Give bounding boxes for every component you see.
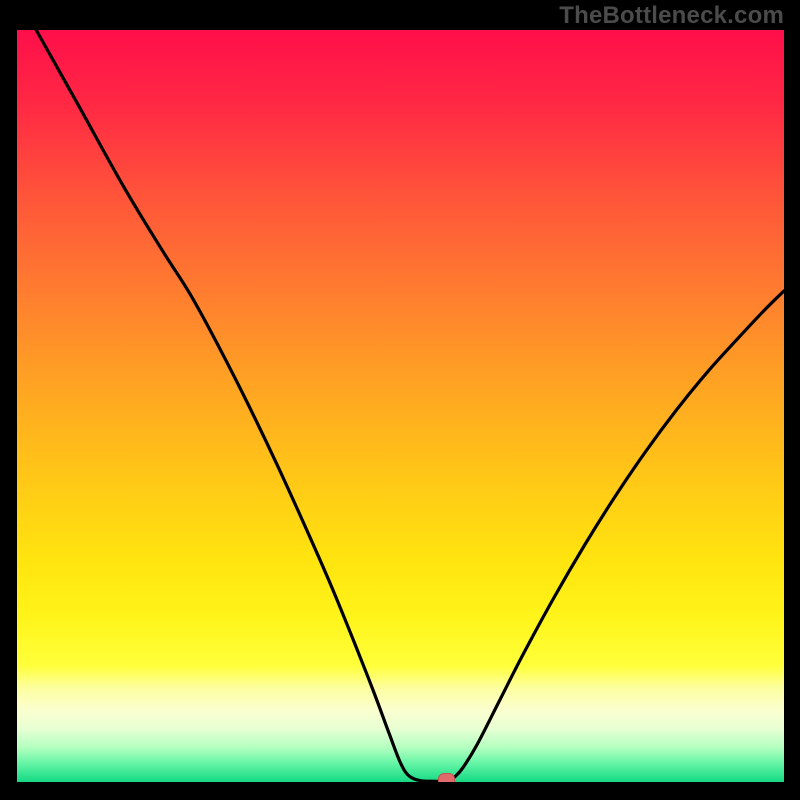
bottleneck-curve	[36, 30, 784, 781]
curve-svg	[17, 30, 784, 782]
watermark-text: TheBottleneck.com	[559, 2, 784, 30]
bottleneck-marker	[438, 773, 455, 782]
plot-area	[17, 30, 784, 782]
